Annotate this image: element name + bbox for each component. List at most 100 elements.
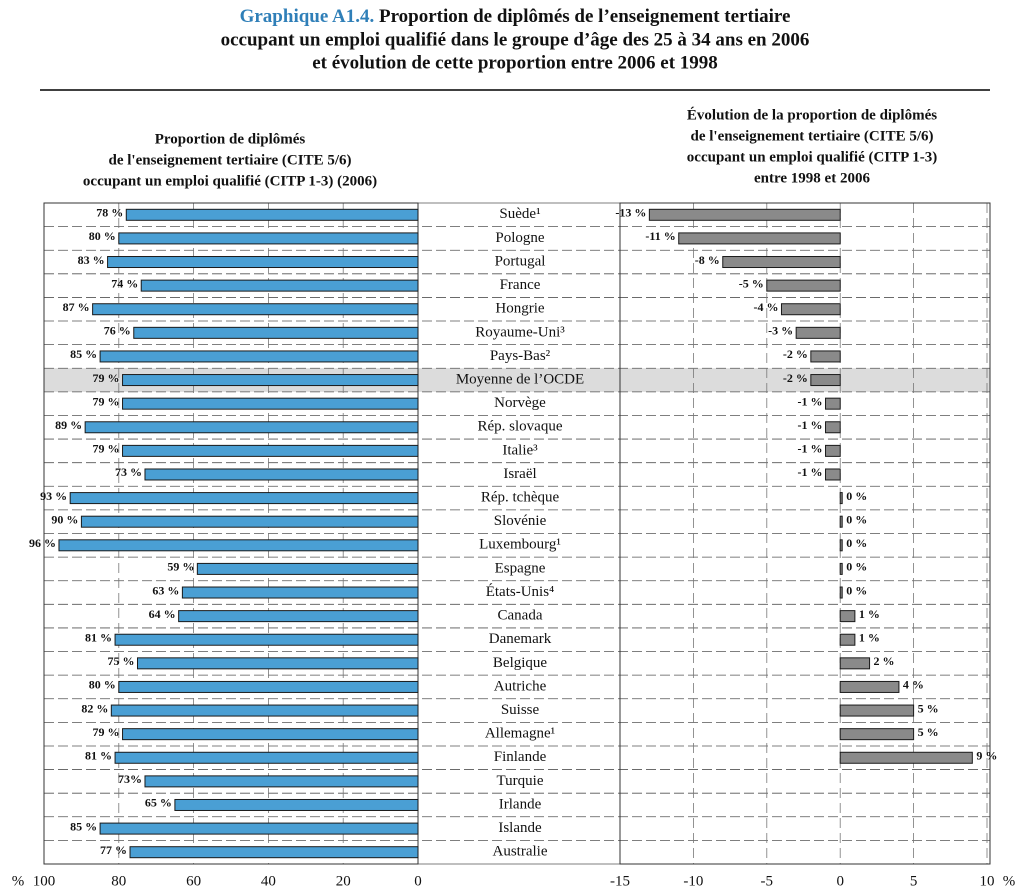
value-label: 9 %	[976, 749, 997, 763]
bar	[110, 704, 419, 717]
category-label: Moyenne de l’OCDE	[456, 371, 584, 387]
x-tick-label: 100	[33, 873, 56, 889]
value-label: 96 %	[29, 536, 56, 550]
panel-title: occupant un emploi qualifié (CITP 1-3)	[687, 149, 937, 165]
bar	[99, 350, 419, 363]
value-label: 0 %	[846, 536, 867, 550]
bar	[839, 562, 843, 575]
panel-title: entre 1998 et 2006	[754, 170, 870, 186]
bar	[114, 633, 419, 646]
bar	[839, 751, 973, 764]
value-label: -1 %	[798, 442, 823, 456]
bar	[58, 539, 419, 552]
panel-title: occupant un emploi qualifié (CITP 1-3) (…	[83, 173, 377, 189]
category-label: Belgique	[493, 655, 547, 671]
value-label: 83 %	[78, 253, 105, 267]
bar	[107, 256, 419, 269]
value-label: -13 %	[615, 206, 646, 220]
category-label: France	[500, 277, 541, 293]
value-label: 73 %	[115, 465, 142, 479]
category-label: Turquie	[497, 773, 544, 789]
bar	[118, 232, 419, 245]
category-label: Autriche	[494, 678, 547, 694]
value-label: -2 %	[783, 371, 808, 385]
bar	[122, 444, 419, 457]
category-label: Italie³	[502, 442, 538, 458]
bar	[196, 562, 419, 575]
value-label: -5 %	[739, 276, 764, 290]
value-label: 5 %	[918, 701, 939, 715]
category-label: Hongrie	[495, 301, 544, 317]
bar	[122, 374, 419, 387]
x-tick-label: 10	[980, 873, 995, 889]
x-tick-label: 20	[336, 873, 351, 889]
bar	[810, 374, 841, 387]
bar	[122, 397, 419, 410]
bar	[839, 657, 871, 670]
value-label: -2 %	[783, 347, 808, 361]
value-label: 80 %	[89, 229, 116, 243]
title-line: et évolution de cette proportion entre 2…	[312, 52, 718, 73]
category-label: Canada	[498, 608, 543, 624]
bar	[92, 303, 419, 316]
value-label: 1 %	[859, 607, 880, 621]
bar	[825, 397, 841, 410]
value-label: -1 %	[798, 394, 823, 408]
value-label: 82 %	[81, 701, 108, 715]
value-label: 79 %	[93, 394, 120, 408]
value-label: -3 %	[768, 324, 793, 338]
bar	[825, 421, 841, 434]
value-label: 89 %	[55, 418, 82, 432]
category-label: Rép. tchèque	[481, 490, 560, 506]
bar	[133, 326, 419, 339]
value-label: 75 %	[108, 654, 135, 668]
bar	[69, 492, 419, 505]
bar	[766, 279, 841, 292]
bar	[174, 798, 419, 811]
x-axis-unit: %	[12, 873, 25, 889]
x-tick-label: 5	[910, 873, 918, 889]
category-label: Suisse	[501, 702, 540, 718]
category-label: Suède¹	[499, 206, 540, 222]
bar	[181, 586, 419, 599]
value-label: -1 %	[798, 418, 823, 432]
bar	[125, 208, 419, 221]
value-label: 0 %	[846, 489, 867, 503]
bar	[144, 468, 419, 481]
value-label: -8 %	[695, 253, 720, 267]
bar	[780, 303, 841, 316]
bar	[144, 775, 419, 788]
category-label: Luxembourg¹	[479, 537, 561, 553]
bar	[137, 657, 419, 670]
category-label: Islande	[498, 820, 542, 836]
bar	[140, 279, 419, 292]
bar	[80, 515, 419, 528]
bar	[839, 515, 843, 528]
category-label: Israël	[503, 466, 536, 482]
x-tick-label: -10	[683, 873, 703, 889]
bar	[122, 728, 419, 741]
value-label: 76 %	[104, 324, 131, 338]
bar	[839, 492, 843, 505]
bar	[118, 680, 419, 693]
category-label: Royaume-Uni³	[475, 324, 565, 340]
bar	[839, 680, 900, 693]
bar	[648, 208, 841, 221]
value-label: 65 %	[145, 796, 172, 810]
value-label: -4 %	[753, 300, 778, 314]
category-label: Norvège	[494, 395, 546, 411]
bar	[839, 539, 843, 552]
category-label: Allemagne¹	[485, 726, 555, 742]
value-label: 81 %	[85, 749, 112, 763]
bar	[810, 350, 841, 363]
value-label: 0 %	[846, 560, 867, 574]
category-label: Rép. slovaque	[478, 419, 563, 435]
category-label: Pologne	[495, 230, 545, 246]
panel-frame	[43, 202, 419, 865]
bar	[825, 444, 841, 457]
value-label: 85 %	[70, 347, 97, 361]
value-label: 59 %	[167, 560, 194, 574]
category-label: Australie	[493, 844, 548, 860]
panel-title: de l'enseignement tertiaire (CITE 5/6)	[108, 152, 351, 168]
